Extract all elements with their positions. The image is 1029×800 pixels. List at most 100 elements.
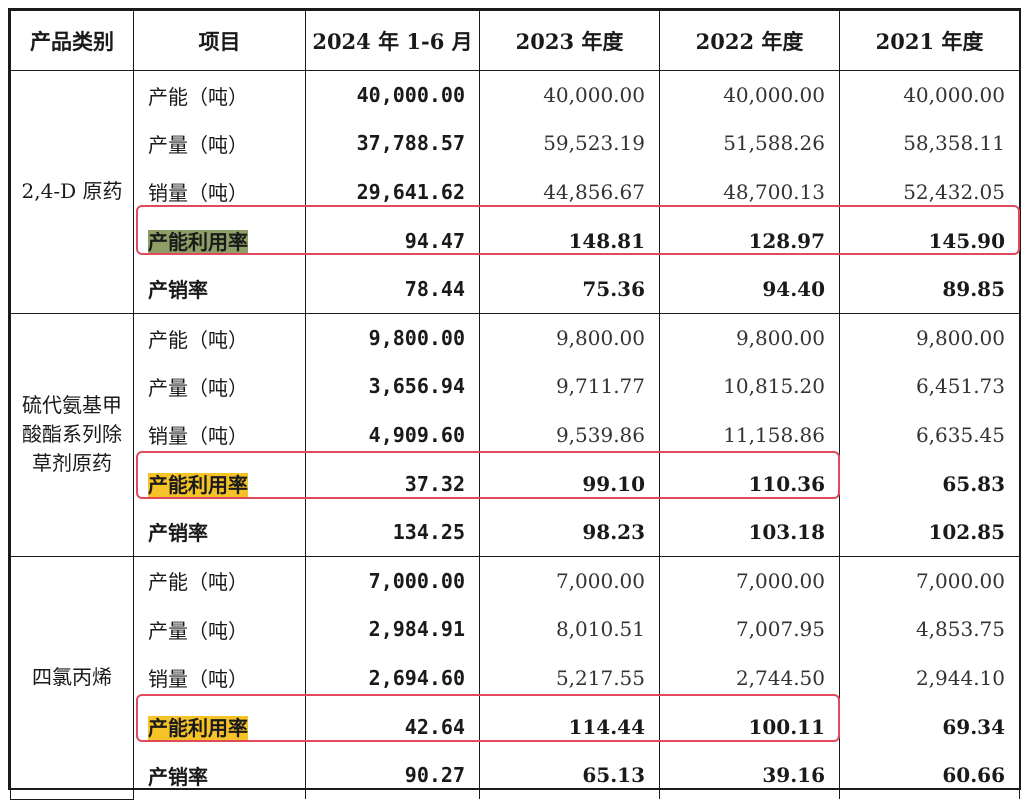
value-cell: 11,158.86: [659, 410, 840, 460]
value-cell: 9,711.77: [479, 362, 660, 411]
value-cell: 37,788.57: [305, 119, 480, 168]
value-cell: 89.85: [839, 264, 1020, 314]
value-cell: 10,815.20: [659, 362, 840, 411]
table-row: 产销率 90.27 65.13 39.16 60.66: [11, 750, 1020, 800]
table-row: 产能利用率 42.64 114.44 100.11 69.34: [11, 702, 1020, 751]
value-cell: 5,217.55: [479, 653, 660, 703]
value-cell: 7,007.95: [659, 605, 840, 654]
item-label: 产销率: [133, 507, 306, 557]
item-label: 产能（吨）: [133, 70, 306, 120]
table-row: 销量（吨） 2,694.60 5,217.55 2,744.50 2,944.1…: [11, 653, 1020, 703]
value-cell: 69.34: [839, 702, 1020, 751]
table-row: 销量（吨） 29,641.62 44,856.67 48,700.13 52,4…: [11, 167, 1020, 217]
value-cell: 9,539.86: [479, 410, 660, 460]
highlighted-label: 产能利用率: [148, 230, 248, 255]
table-row: 产量（吨） 2,984.91 8,010.51 7,007.95 4,853.7…: [11, 605, 1020, 654]
value-cell: 58,358.11: [839, 119, 1020, 168]
value-cell: 39.16: [659, 750, 840, 800]
value-cell: 40,000.00: [479, 70, 660, 120]
item-label: 产量（吨）: [133, 362, 306, 411]
value-cell: 128.97: [659, 216, 840, 265]
value-cell: 65.13: [479, 750, 660, 800]
item-label: 产销率: [133, 264, 306, 314]
value-cell: 3,656.94: [305, 362, 480, 411]
value-cell: 52,432.05: [839, 167, 1020, 217]
value-cell: 7,000.00: [305, 555, 480, 606]
header-2021: 2021 年度: [839, 10, 1020, 71]
value-cell: 75.36: [479, 264, 660, 314]
value-cell: 4,853.75: [839, 605, 1020, 654]
value-cell: 94.47: [305, 216, 480, 265]
header-row: 产品类别 项目 2024 年 1-6 月 2023 年度 2022 年度 202…: [10, 10, 1020, 71]
value-cell: 40,000.00: [305, 70, 480, 120]
table-row: 产量（吨） 37,788.57 59,523.19 51,588.26 58,3…: [11, 119, 1020, 168]
table-row: 销量（吨） 4,909.60 9,539.86 11,158.86 6,635.…: [11, 410, 1020, 460]
item-label: 销量（吨）: [133, 653, 306, 703]
value-cell: 6,451.73: [839, 362, 1020, 411]
value-cell: 7,000.00: [839, 555, 1020, 606]
value-cell: 65.83: [839, 459, 1020, 508]
item-label: 产销率: [133, 750, 306, 800]
value-cell: 40,000.00: [659, 70, 840, 120]
item-label: 产能利用率: [133, 702, 306, 751]
value-cell: 102.85: [839, 507, 1020, 557]
item-label: 产量（吨）: [133, 119, 306, 168]
value-cell: 6,635.45: [839, 410, 1020, 460]
value-cell: 100.11: [659, 702, 840, 751]
item-label: 产能（吨）: [133, 555, 306, 606]
category-cell: 硫代氨基甲酸酯系列除草剂原药: [10, 312, 134, 557]
category-cell: 2,4-D 原药: [10, 70, 134, 314]
item-label: 产量（吨）: [133, 605, 306, 654]
value-cell: 9,800.00: [659, 312, 840, 363]
category-cell: 四氯丙烯: [10, 555, 134, 800]
table-row: 产量（吨） 3,656.94 9,711.77 10,815.20 6,451.…: [11, 362, 1020, 411]
table-row: 2,4-D 原药 产能（吨） 40,000.00 40,000.00 40,00…: [10, 70, 1020, 314]
value-cell: 134.25: [305, 507, 480, 557]
table-row: 硫代氨基甲酸酯系列除草剂原药 产能（吨） 9,800.00 9,800.00 9…: [10, 312, 1020, 557]
value-cell: 7,000.00: [479, 555, 660, 606]
value-cell: 7,000.00: [659, 555, 840, 606]
capacity-table-frame: 产品类别 项目 2024 年 1-6 月 2023 年度 2022 年度 202…: [8, 8, 1021, 800]
table-row: 四氯丙烯 产能（吨） 7,000.00 7,000.00 7,000.00 7,…: [10, 555, 1020, 800]
item-label: 销量（吨）: [133, 410, 306, 460]
value-cell: 2,944.10: [839, 653, 1020, 703]
header-2023: 2023 年度: [479, 10, 660, 71]
value-cell: 9,800.00: [479, 312, 660, 363]
value-cell: 29,641.62: [305, 167, 480, 217]
value-cell: 99.10: [479, 459, 660, 508]
value-cell: 42.64: [305, 702, 480, 751]
value-cell: 40,000.00: [839, 70, 1020, 120]
value-cell: 110.36: [659, 459, 840, 508]
header-item: 项目: [133, 10, 306, 71]
table-row: 产能利用率 94.47 148.81 128.97 145.90: [11, 216, 1020, 265]
value-cell: 2,984.91: [305, 605, 480, 654]
value-cell: 4,909.60: [305, 410, 480, 460]
value-cell: 78.44: [305, 264, 480, 314]
value-cell: 98.23: [479, 507, 660, 557]
highlighted-label: 产能利用率: [148, 473, 248, 498]
item-label: 产能利用率: [133, 216, 306, 265]
value-cell: 59,523.19: [479, 119, 660, 168]
table-row: 产能利用率 37.32 99.10 110.36 65.83: [11, 459, 1020, 508]
item-label: 销量（吨）: [133, 167, 306, 217]
table-row: 产销率 78.44 75.36 94.40 89.85: [11, 264, 1020, 314]
header-2022: 2022 年度: [659, 10, 840, 71]
value-cell: 103.18: [659, 507, 840, 557]
value-cell: 37.32: [305, 459, 480, 508]
value-cell: 2,694.60: [305, 653, 480, 703]
value-cell: 145.90: [839, 216, 1020, 265]
value-cell: 94.40: [659, 264, 840, 314]
value-cell: 8,010.51: [479, 605, 660, 654]
value-cell: 51,588.26: [659, 119, 840, 168]
highlighted-label: 产能利用率: [148, 716, 248, 741]
value-cell: 44,856.67: [479, 167, 660, 217]
value-cell: 90.27: [305, 750, 480, 800]
capacity-production-sales-table: 产品类别 项目 2024 年 1-6 月 2023 年度 2022 年度 202…: [10, 10, 1020, 800]
item-label: 产能利用率: [133, 459, 306, 508]
item-label: 产能（吨）: [133, 312, 306, 363]
value-cell: 9,800.00: [305, 312, 480, 363]
value-cell: 2,744.50: [659, 653, 840, 703]
value-cell: 114.44: [479, 702, 660, 751]
value-cell: 60.66: [839, 750, 1020, 800]
value-cell: 9,800.00: [839, 312, 1020, 363]
